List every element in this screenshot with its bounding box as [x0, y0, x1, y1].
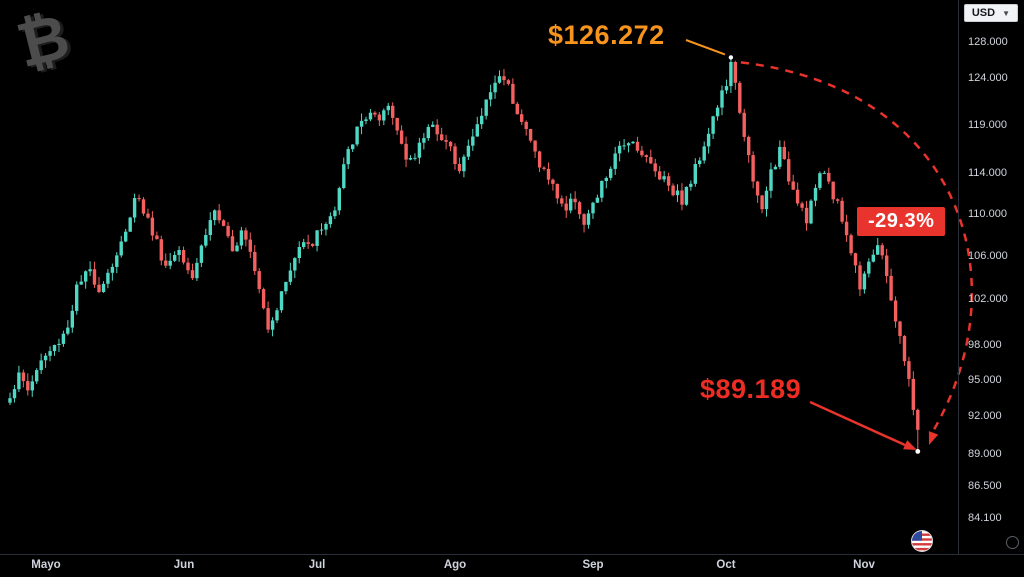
price-tick-label: 89.000: [968, 448, 1002, 460]
price-tick-label: 102.000: [968, 293, 1008, 305]
month-tick-label: Sep: [582, 559, 604, 571]
month-tick-label: Nov: [853, 559, 875, 571]
month-tick-label: Jul: [308, 559, 326, 571]
month-tick-label: Oct: [716, 559, 736, 571]
price-tick-label: 119.000: [968, 119, 1007, 131]
scale-settings-icon[interactable]: [1006, 536, 1019, 549]
price-tick-label: 92.000: [968, 410, 1002, 422]
decline-percentage-badge: -29.3%: [857, 207, 946, 236]
price-tick-label: 106.000: [968, 250, 1008, 262]
currency-selector[interactable]: USD ▼: [963, 4, 1018, 22]
month-tick-label: Mayo: [31, 559, 61, 571]
price-axis[interactable]: 128.000 124.000 119.000 114.000 110.000 106.0…: [958, 0, 1024, 554]
time-axis[interactable]: Mayo Jun Jul Ago Sep Oct Nov: [0, 554, 1024, 577]
chevron-down-icon: ▼: [1002, 8, 1010, 18]
usa-flag-icon: [911, 530, 933, 552]
low-price-label: $89.189: [700, 374, 802, 404]
price-tick-label: 84.100: [968, 512, 1002, 524]
price-tick-label: 114.000: [968, 167, 1007, 179]
price-tick-label: 95.000: [968, 374, 1002, 386]
month-tick-label: Ago: [443, 559, 467, 571]
month-tick-label: Jun: [173, 559, 195, 571]
peak-price-label: $126.272: [548, 20, 665, 50]
price-tick-label: 86.500: [968, 480, 1002, 492]
price-tick-label: 128.000: [968, 36, 1008, 48]
currency-selector-label: USD: [971, 7, 996, 19]
price-tick-label: 124.000: [968, 72, 1008, 84]
price-tick-label: 110.000: [968, 208, 1007, 220]
price-tick-label: 98.000: [968, 339, 1002, 351]
